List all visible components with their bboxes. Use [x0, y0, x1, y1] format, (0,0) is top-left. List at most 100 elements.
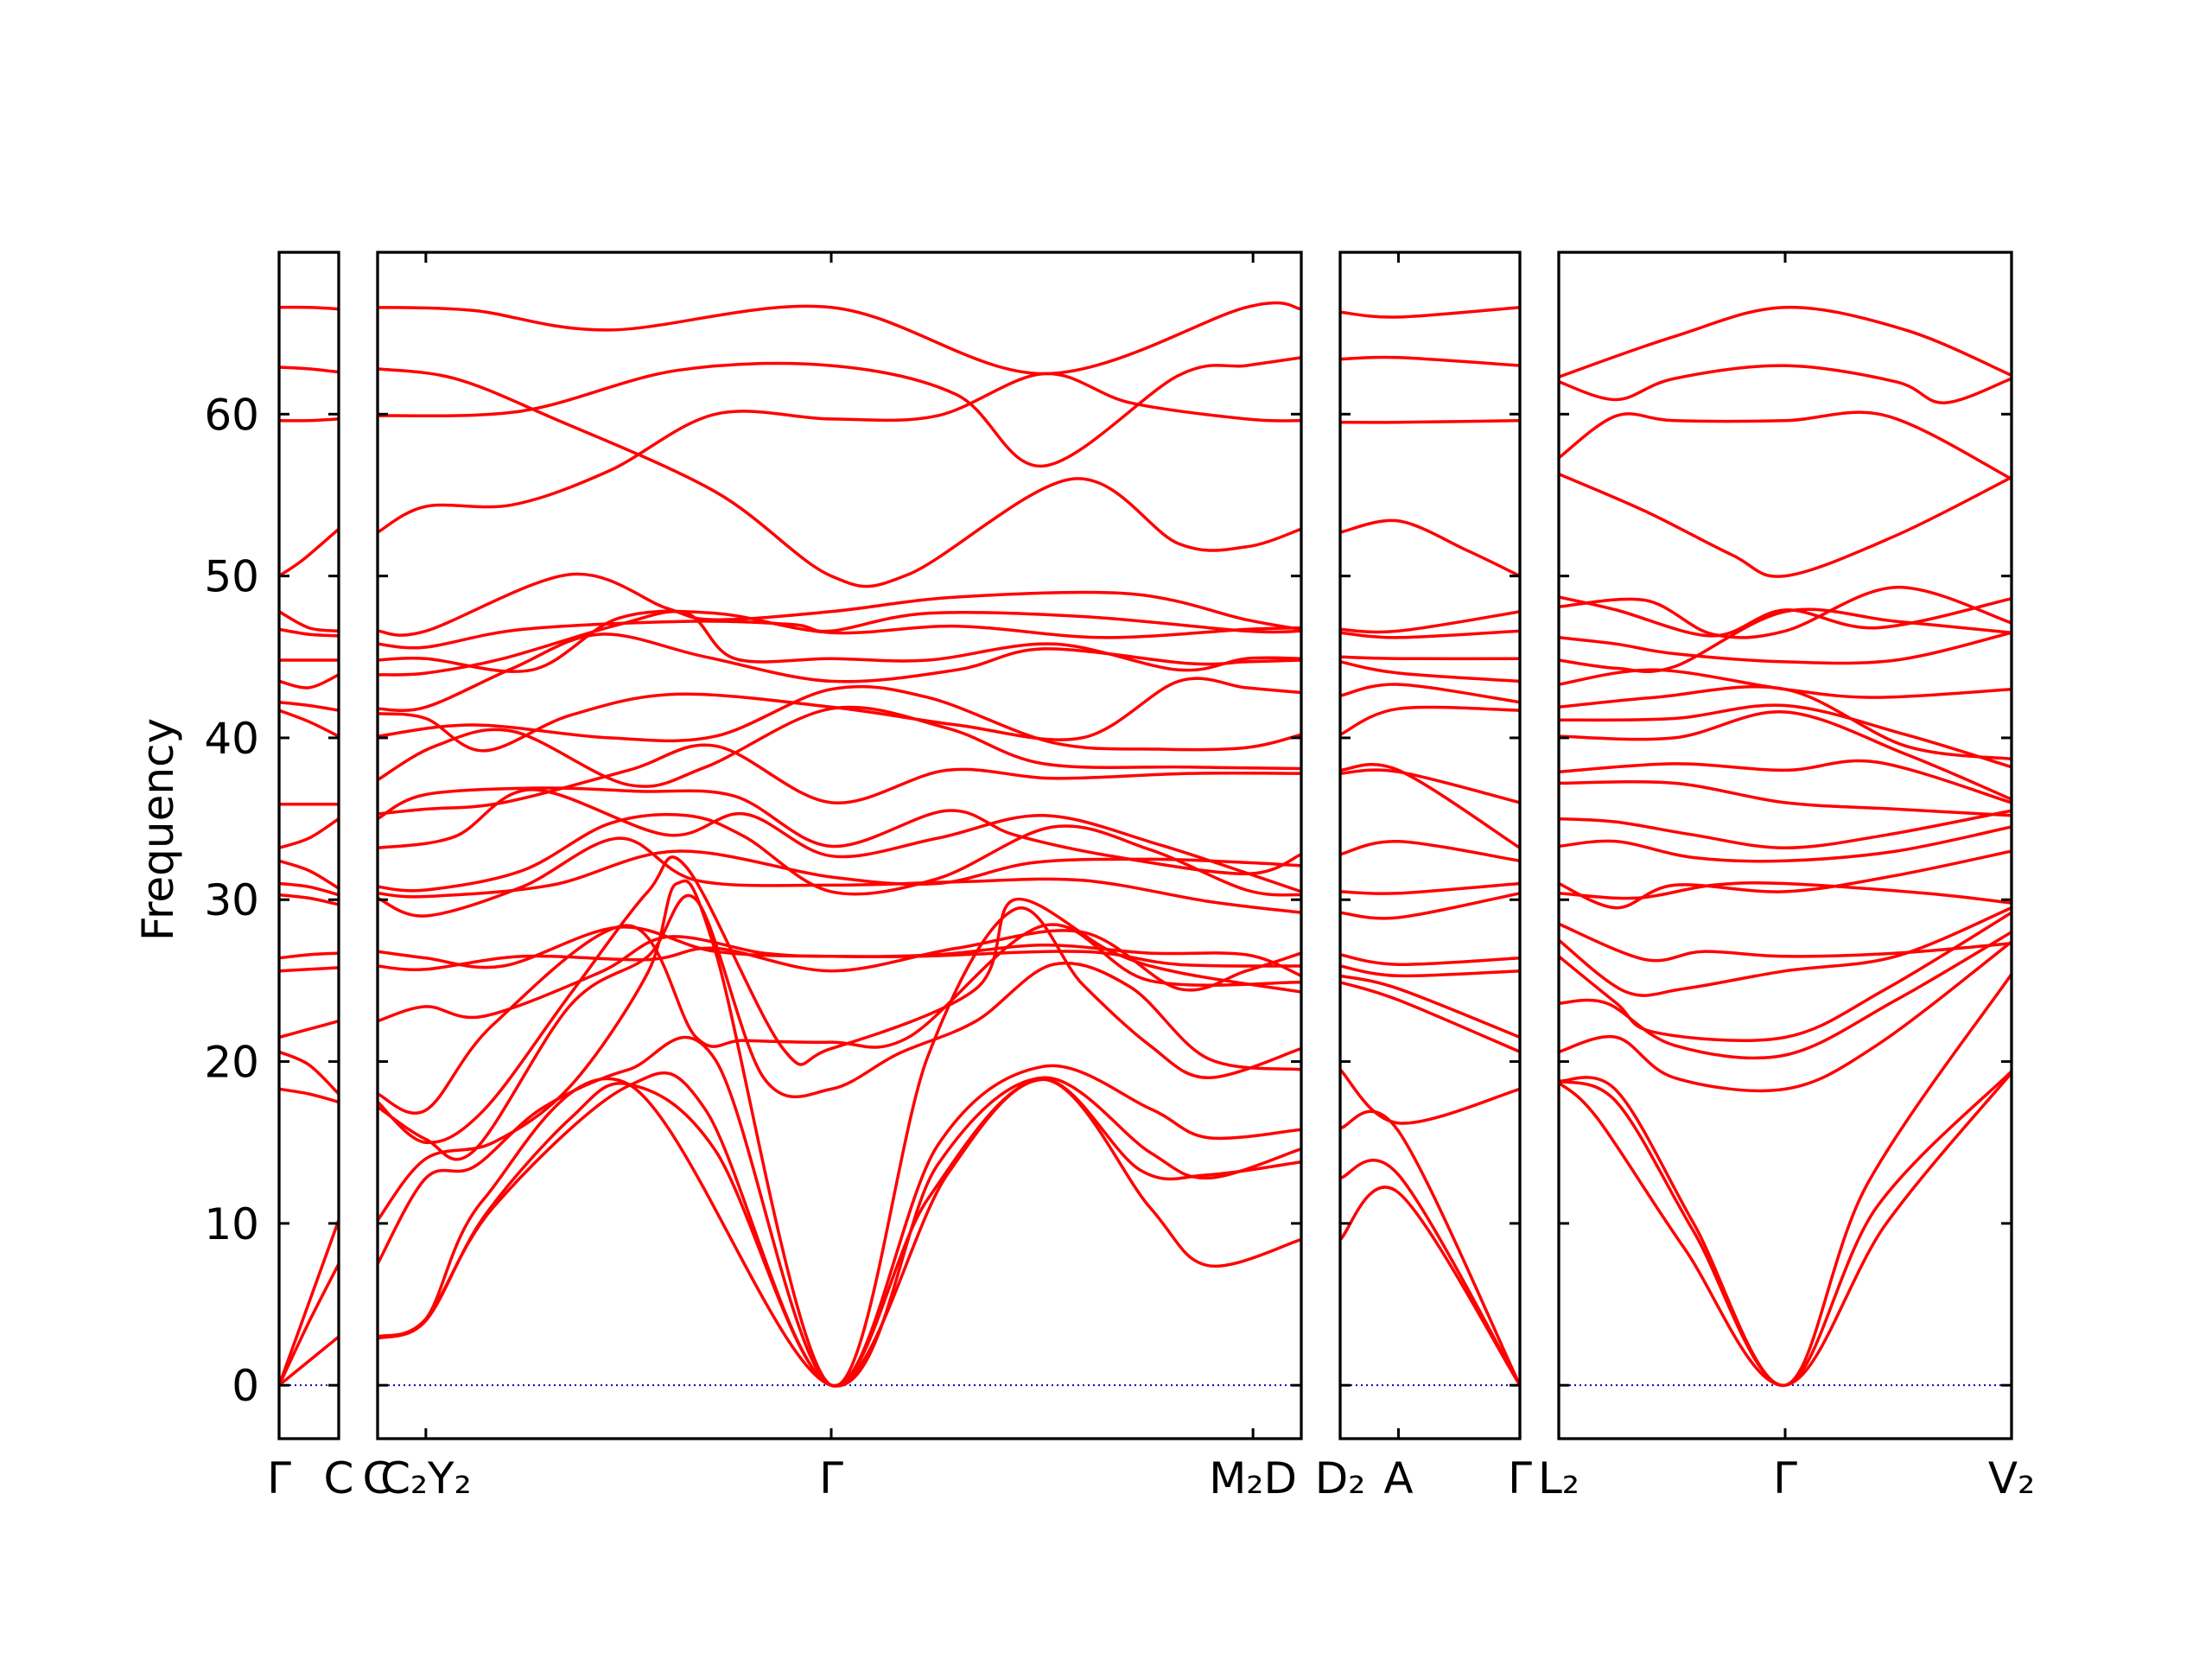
band-p3-8	[1340, 660, 1520, 683]
band-p4-13	[1559, 759, 2012, 804]
band-p1-14	[279, 881, 339, 897]
band-p1-8	[279, 673, 339, 690]
band-p2-27	[378, 1076, 1301, 1388]
x-tick-label: Γ	[1773, 1453, 1797, 1503]
band-p3-14	[1340, 881, 1520, 895]
band-p1-15	[279, 893, 339, 906]
band-p2-18	[378, 836, 1301, 918]
y-tick-label: 0	[232, 1361, 259, 1411]
panel-frame	[1557, 251, 2013, 1440]
band-p3-21	[1340, 1109, 1520, 1387]
band-p2-13	[378, 743, 1301, 816]
y-tick-label: 20	[204, 1038, 259, 1088]
band-p4-25	[1559, 1070, 2012, 1387]
band-p4-11	[1559, 703, 2012, 769]
band-p3-15	[1340, 892, 1520, 920]
band-p3-5	[1340, 610, 1520, 634]
band-p4-23	[1559, 940, 2012, 1093]
band-p2-10	[378, 677, 1301, 753]
band-p3-19	[1340, 981, 1520, 1054]
band-p3-23	[1340, 1185, 1520, 1387]
band-p4-7	[1559, 631, 2012, 665]
band-p3-20	[1340, 1068, 1520, 1125]
band-p3-3	[1340, 419, 1520, 424]
band-p4-10	[1559, 684, 2012, 761]
band-p3-2	[1340, 355, 1520, 367]
band-p2-15	[378, 788, 1301, 893]
x-tick-label: D₂	[1315, 1453, 1366, 1503]
band-p1-2	[279, 365, 339, 374]
panel-plot-area	[1559, 305, 2012, 1387]
x-tick-label: L₂	[1538, 1453, 1580, 1503]
band-p2-4	[378, 372, 1301, 534]
x-tick-label: Γ	[1508, 1453, 1532, 1503]
y-tick-label: 30	[204, 875, 259, 925]
band-p2-21	[378, 935, 1301, 1023]
band-p3-9	[1340, 683, 1520, 704]
x-tick-label: C	[324, 1453, 354, 1503]
x-tick-label: C	[363, 1453, 393, 1503]
panel-plot-area	[1340, 305, 1520, 1387]
y-axis-label: Frequency	[133, 718, 183, 941]
band-p1-13	[279, 859, 339, 890]
x-tick-label: M₂D	[1209, 1453, 1297, 1503]
band-p2-24	[378, 893, 1301, 1161]
band-p1-21	[279, 1218, 339, 1387]
band-p1-23	[279, 1335, 339, 1387]
band-p4-12	[1559, 710, 2012, 801]
band-p1-1	[279, 305, 339, 311]
band-p4-15	[1559, 809, 2012, 850]
band-p4-22	[1559, 930, 2012, 1060]
band-p1-6	[279, 627, 339, 638]
band-p1-5	[279, 610, 339, 633]
band-p4-18	[1559, 880, 2012, 905]
band-p4-20	[1559, 906, 2012, 997]
band-p1-9	[279, 700, 339, 712]
band-p4-21	[1559, 911, 2012, 1042]
band-p4-6	[1559, 585, 2012, 639]
band-p3-13	[1340, 840, 1520, 863]
panel-p3: D₂ A Γ	[1315, 251, 1532, 1503]
band-p4-9	[1559, 668, 2012, 699]
band-p4-1	[1559, 305, 2012, 378]
panel-frame	[277, 251, 340, 1440]
band-p2-5	[378, 572, 1301, 637]
x-tick-label: Γ	[267, 1453, 291, 1503]
band-p4-2	[1559, 364, 2012, 404]
band-p2-20	[378, 929, 1301, 992]
band-p1-3	[279, 417, 339, 423]
band-p2-26	[378, 1035, 1301, 1388]
band-p3-10	[1340, 705, 1520, 736]
band-p1-10	[279, 709, 339, 738]
band-p2-25	[378, 879, 1301, 1388]
y-tick-label: 40	[204, 714, 259, 764]
x-tick-label: A	[1383, 1453, 1413, 1503]
band-p4-19	[1559, 922, 2012, 963]
panel-plot-area	[378, 301, 1301, 1388]
band-p2-3	[378, 356, 1301, 468]
band-p1-22	[279, 1262, 339, 1387]
band-p3-4	[1340, 518, 1520, 578]
band-p3-22	[1340, 1159, 1520, 1387]
band-p2-23	[378, 855, 1301, 1145]
y-axis: 0 10 20 30 40 50 60	[204, 390, 259, 1411]
panel-p4: L₂ Γ V₂	[1538, 251, 2035, 1503]
band-p1-16	[279, 951, 339, 960]
band-p1-17	[279, 966, 339, 973]
band-p2-16	[378, 812, 1301, 897]
band-p4-16	[1559, 825, 2012, 863]
band-p3-6	[1340, 629, 1520, 639]
panel-plot-area	[279, 305, 339, 1387]
band-p2-12	[378, 705, 1301, 788]
band-p1-12	[279, 817, 339, 850]
band-p2-8	[378, 609, 1301, 677]
band-p1-18	[279, 1019, 339, 1039]
band-p2-14	[378, 786, 1301, 876]
x-tick-label: V₂	[1988, 1453, 2035, 1503]
band-p3-7	[1340, 655, 1520, 661]
band-p4-26	[1559, 1071, 2012, 1387]
band-p1-19	[279, 1050, 339, 1096]
